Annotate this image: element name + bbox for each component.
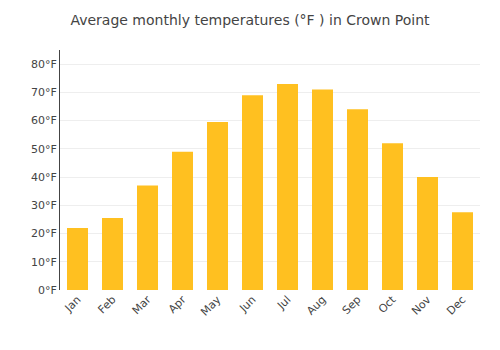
svg-text:Jan: Jan — [62, 293, 84, 315]
svg-text:Dec: Dec — [444, 293, 468, 317]
svg-text:80°F: 80°F — [31, 58, 57, 71]
svg-text:Feb: Feb — [96, 293, 119, 316]
svg-text:50°F: 50°F — [31, 143, 57, 156]
svg-text:Average monthly temperatures (: Average monthly temperatures (°F ) in Cr… — [70, 12, 430, 28]
svg-text:20°F: 20°F — [31, 227, 57, 240]
svg-text:Jun: Jun — [236, 293, 258, 315]
svg-text:10°F: 10°F — [31, 256, 57, 269]
svg-text:Mar: Mar — [130, 293, 154, 317]
svg-text:Apr: Apr — [166, 293, 189, 316]
svg-text:Nov: Nov — [409, 293, 434, 318]
svg-text:40°F: 40°F — [31, 171, 57, 184]
svg-text:70°F: 70°F — [31, 86, 57, 99]
svg-text:0°F: 0°F — [38, 284, 57, 297]
svg-text:Sep: Sep — [340, 293, 364, 317]
svg-text:Jul: Jul — [274, 293, 293, 312]
svg-text:30°F: 30°F — [31, 199, 57, 212]
svg-text:60°F: 60°F — [31, 114, 57, 127]
svg-text:Oct: Oct — [376, 293, 399, 316]
svg-text:May: May — [198, 293, 224, 319]
svg-text:Aug: Aug — [304, 293, 328, 317]
